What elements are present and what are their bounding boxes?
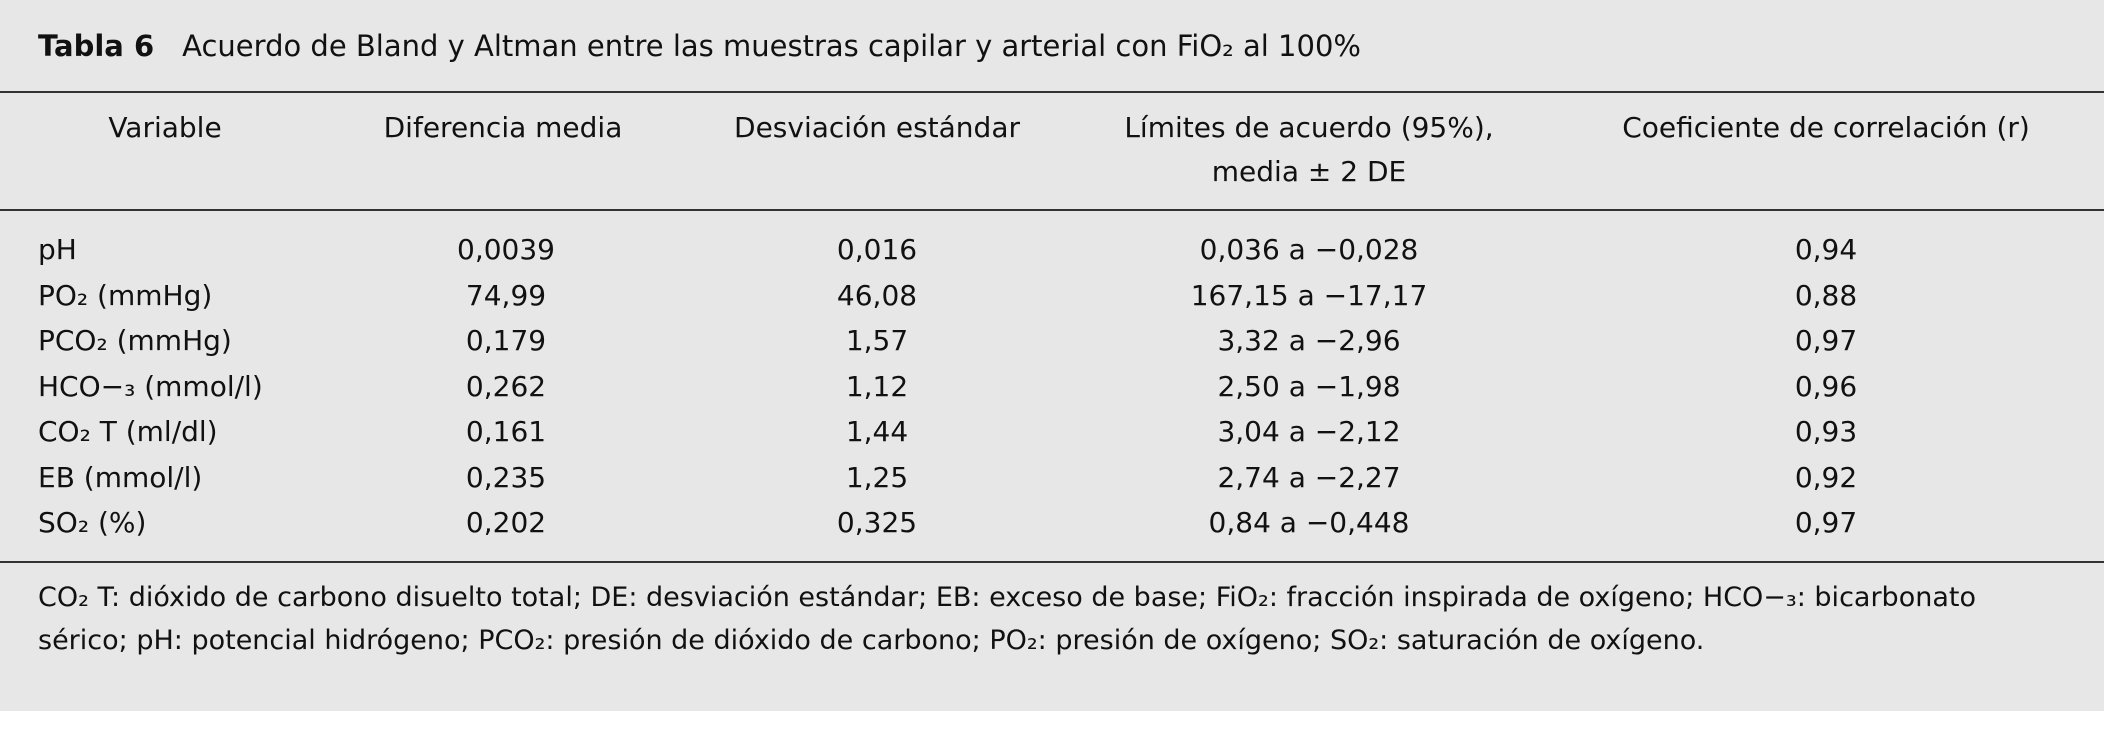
cell: 0,202 (465, 506, 547, 539)
cell: 1,12 (845, 369, 909, 403)
row-label: HCO−₃ (mmol/l) (38, 369, 263, 403)
cell: 1,25 (845, 460, 909, 494)
row-label: CO₂ T (ml/dl) (38, 415, 218, 448)
cell: 46,08 (836, 278, 918, 312)
column-header: media ± 2 DE (1211, 155, 1407, 188)
column-header: Coeficiente de correlación (r) (1622, 111, 2030, 144)
cell: 0,036 a −0,028 (1199, 233, 1419, 266)
column-header: Variable (108, 111, 222, 144)
cell: 0,96 (1794, 369, 1858, 403)
cell: 0,262 (465, 369, 547, 403)
table-label: Tabla 6 (38, 29, 155, 63)
rule (0, 91, 2104, 93)
cell: 3,32 a −2,96 (1217, 324, 1401, 357)
table-panel (0, 0, 2104, 711)
cell: 0,88 (1794, 278, 1858, 312)
cell: 0,97 (1794, 506, 1858, 539)
cell: 0,84 a −0,448 (1208, 506, 1410, 539)
cell: 167,15 a −17,17 (1190, 278, 1428, 312)
row-label: EB (mmol/l) (38, 460, 203, 494)
row-label: SO₂ (%) (38, 506, 147, 539)
cell: 0,016 (836, 233, 918, 266)
row-label: PCO₂ (mmHg) (38, 324, 232, 357)
column-header: Desviación estándar (734, 111, 1020, 144)
rule (0, 209, 2104, 211)
cell: 0,235 (465, 460, 547, 494)
cell: 0,97 (1794, 324, 1858, 357)
cell: 2,50 a −1,98 (1217, 369, 1401, 403)
row-label: pH (38, 233, 77, 266)
cell: 0,92 (1794, 460, 1858, 494)
cell: 0,179 (465, 324, 547, 357)
footnote: CO₂ T: dióxido de carbono disuelto total… (38, 582, 1976, 656)
cell: 1,57 (845, 324, 909, 357)
title-text: Acuerdo de Bland y Altman entre las mues… (182, 29, 1361, 63)
row-label: PO₂ (mmHg) (38, 278, 213, 312)
cell: 3,04 a −2,12 (1217, 415, 1401, 448)
column-header: Límites de acuerdo (95%), (1124, 111, 1494, 144)
cell: 0,94 (1794, 233, 1858, 266)
cell: 1,44 (845, 415, 909, 448)
cell: 0,325 (836, 506, 918, 539)
column-header: Diferencia media (383, 111, 623, 144)
cell: 74,99 (465, 278, 547, 312)
rule (0, 561, 2104, 563)
cell: 0,93 (1794, 415, 1858, 448)
cell: 0,161 (465, 415, 547, 448)
cell: 2,74 a −2,27 (1217, 460, 1401, 494)
cell: 0,0039 (457, 233, 555, 266)
table-title: Tabla 6 Acuerdo de Bland y Altman entre l… (38, 28, 1361, 64)
